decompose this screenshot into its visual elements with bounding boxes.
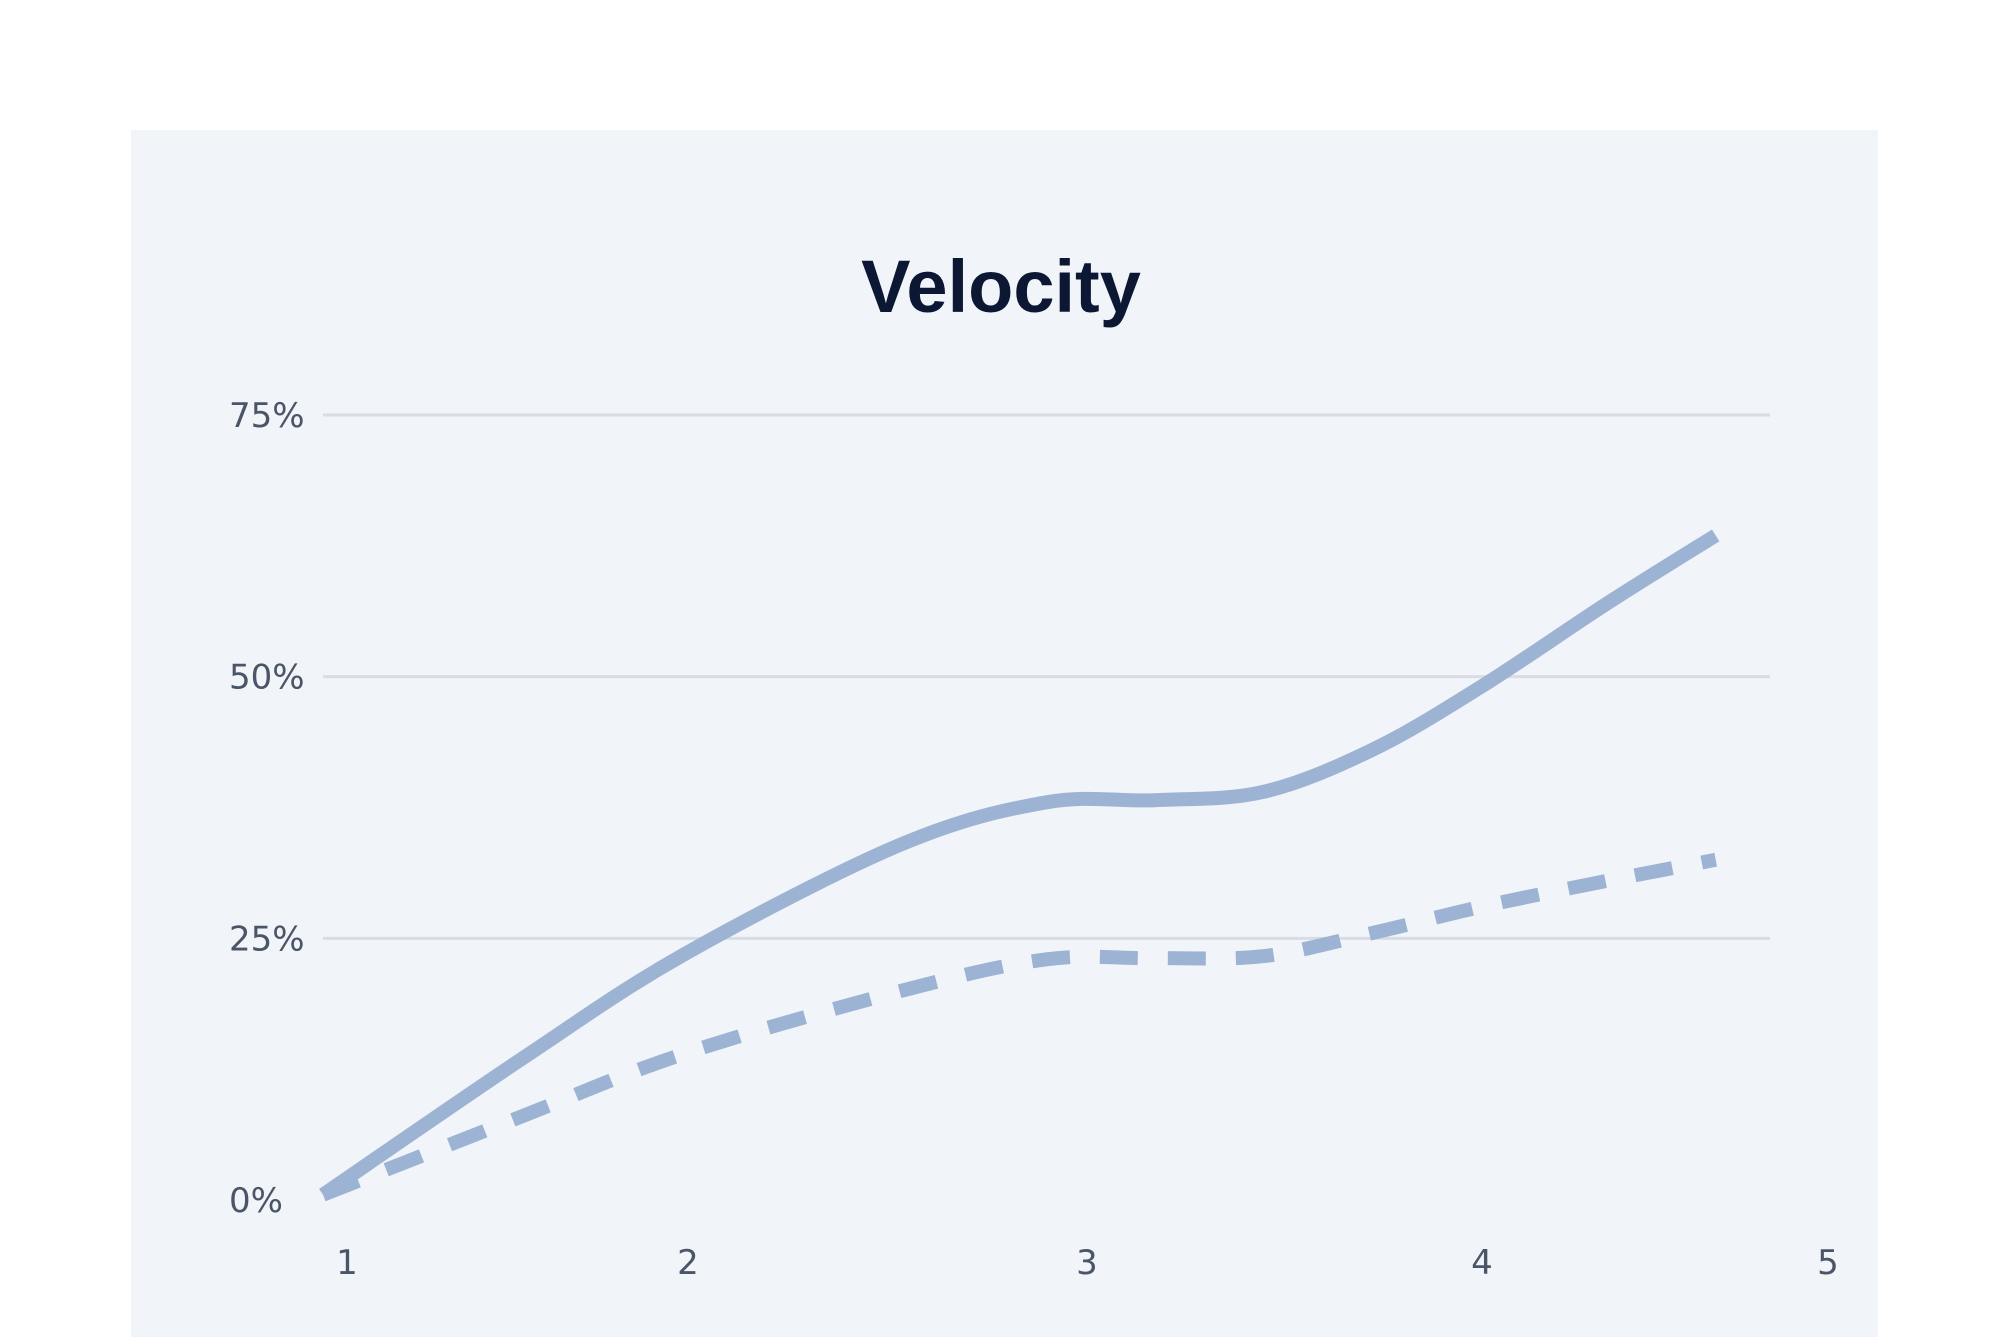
series-line-dashed xyxy=(320,852,1718,1202)
x-tick-label: 5 xyxy=(1817,1243,1839,1283)
y-tick-label: 75% xyxy=(229,396,305,436)
series-lines xyxy=(319,529,1720,1202)
series-line-solid xyxy=(319,529,1720,1201)
chart-title: Velocity xyxy=(861,245,1141,328)
x-axis-ticks: 1 2 3 4 5 xyxy=(336,1243,1839,1283)
x-tick-label: 3 xyxy=(1076,1243,1098,1283)
x-tick-label: 2 xyxy=(677,1243,699,1283)
y-tick-label: 0% xyxy=(229,1181,283,1221)
y-axis-ticks: 0% 25% 50% 75% xyxy=(229,396,305,1221)
chart-panel xyxy=(131,130,1878,1337)
gridlines xyxy=(323,413,1770,940)
x-tick-label: 4 xyxy=(1471,1243,1493,1283)
x-tick-label: 1 xyxy=(336,1243,358,1283)
y-tick-label: 50% xyxy=(229,658,305,698)
y-tick-label: 25% xyxy=(229,919,305,959)
